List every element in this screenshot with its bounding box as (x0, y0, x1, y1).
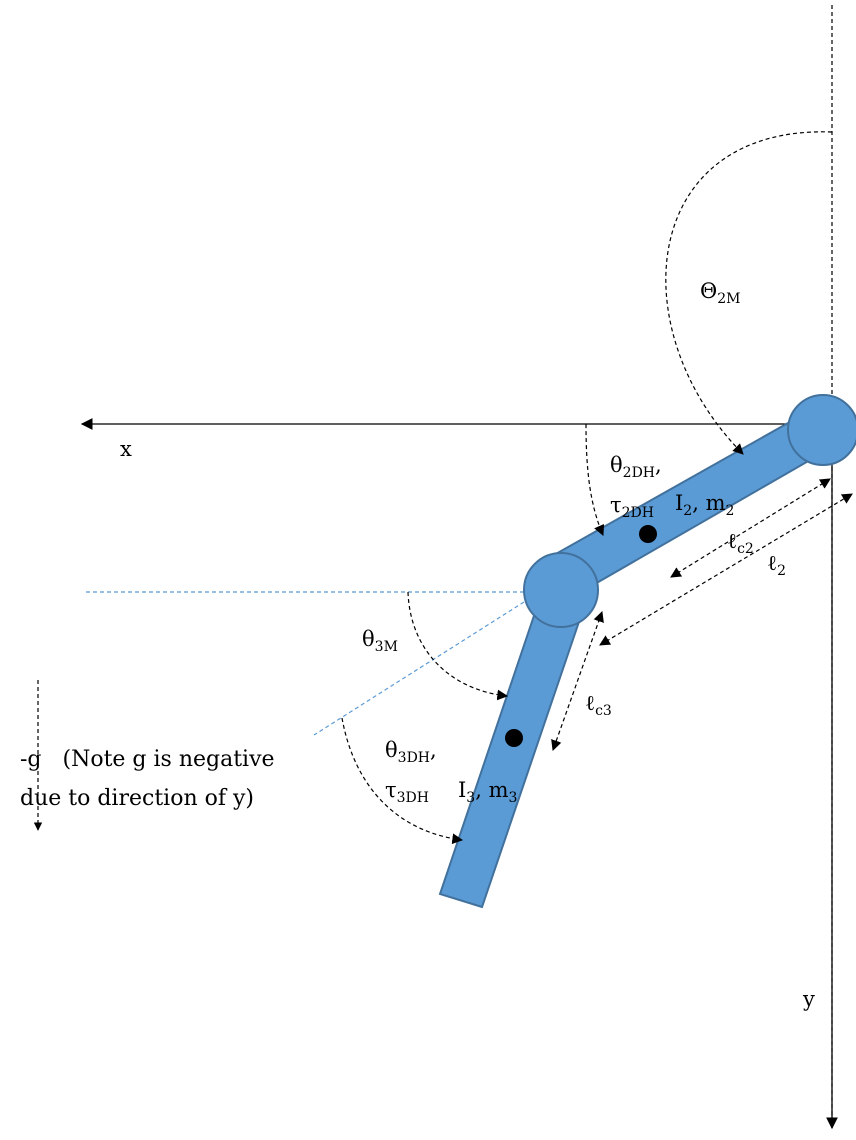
theta-3dh-arc (341, 717, 464, 845)
lc3-dimension-arrow (551, 610, 604, 752)
theta-2m-arc (665, 131, 833, 455)
joint-2 (787, 394, 856, 466)
link3-center-of-mass (505, 729, 523, 747)
theta-3dh-label: θ3DH, (385, 738, 437, 766)
link2-center-of-mass (639, 525, 657, 543)
link2-extension-line (313, 601, 525, 736)
y-axis-label: y (802, 987, 815, 1011)
l2-label: ℓ2 (767, 551, 786, 579)
theta-3m-label: θ3M (362, 627, 398, 655)
joint-3 (523, 552, 599, 628)
link3-inertia-mass-label: I3, m3 (458, 778, 517, 806)
theta-2dh-arc (585, 423, 605, 536)
theta-2dh-label: θ2DH, (610, 453, 662, 481)
lc3-label: ℓc3 (585, 691, 612, 719)
theta-3m-arc (407, 591, 509, 701)
gravity-note-line2: due to direction of y) (20, 786, 254, 811)
tau-3dh-label: τ3DH (385, 778, 429, 806)
link2-inertia-mass-label: I2, m2 (675, 491, 734, 519)
tau-2dh-label: τ2DH (610, 493, 654, 521)
x-axis-label: x (120, 437, 132, 461)
theta-2m-label: Θ2M (700, 279, 740, 307)
link3-bar (438, 593, 586, 909)
lc2-label: ℓc2 (727, 529, 754, 557)
gravity-note-line1: -g (Note g is negative (20, 747, 275, 772)
